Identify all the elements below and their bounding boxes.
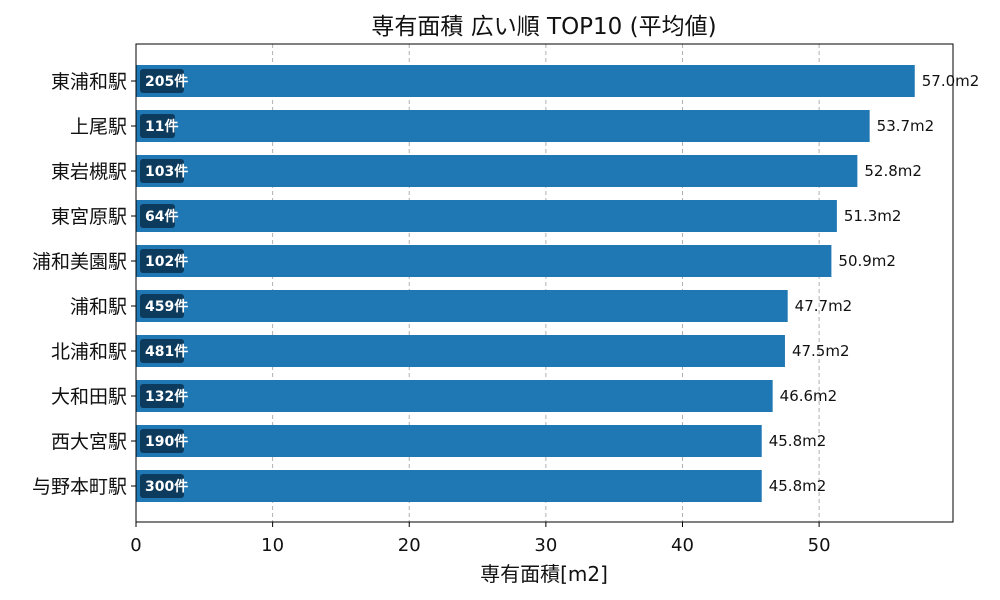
y-tick-label: 東浦和駅: [51, 71, 127, 93]
count-label: 205件: [145, 73, 188, 90]
bar: [136, 245, 832, 277]
bar: [136, 290, 788, 322]
y-tick-label: 東岩槻駅: [51, 161, 127, 183]
y-tick-label: 北浦和駅: [51, 341, 127, 363]
count-label: 11件: [145, 118, 178, 135]
x-tick-label: 0: [130, 535, 141, 556]
value-label: 45.8m2: [769, 477, 827, 495]
x-tick-label: 50: [808, 535, 831, 556]
x-tick-labels: 0 10 20 30 40 50: [130, 522, 831, 556]
value-label: 51.3m2: [844, 207, 902, 225]
value-label: 46.6m2: [780, 387, 838, 405]
x-tick-label: 20: [398, 535, 421, 556]
bar: [136, 425, 762, 457]
x-tick-label: 10: [261, 535, 284, 556]
y-tick-label: 東宮原駅: [51, 206, 127, 228]
count-label: 103件: [145, 163, 188, 180]
y-tick-label: 上尾駅: [70, 116, 127, 138]
count-badge: [140, 429, 184, 453]
bar: [136, 200, 837, 232]
bar: [136, 470, 762, 502]
count-badge: [140, 249, 184, 273]
y-tick-label: 与野本町駅: [32, 476, 127, 498]
count-badge: [140, 114, 175, 138]
count-badge: [140, 69, 184, 93]
bar: [136, 65, 915, 97]
chart-title: 専有面積 広い順 TOP10 (平均値): [371, 14, 716, 40]
count-label: 132件: [145, 388, 188, 405]
x-tick-label: 30: [534, 535, 557, 556]
y-tick-label: 西大宮駅: [51, 431, 127, 453]
count-badge: [140, 294, 184, 318]
x-tick-label: 40: [671, 535, 694, 556]
value-label: 47.7m2: [795, 297, 853, 315]
count-badge: [140, 204, 175, 228]
count-label: 300件: [145, 478, 188, 495]
count-label: 64件: [145, 208, 178, 225]
count-badge: [140, 384, 184, 408]
bar: [136, 155, 858, 187]
count-label: 190件: [145, 433, 188, 450]
value-label: 45.8m2: [769, 432, 827, 450]
count-label: 102件: [145, 253, 188, 270]
value-label: 50.9m2: [838, 252, 896, 270]
value-label: 57.0m2: [922, 72, 980, 90]
count-badge: [140, 339, 184, 363]
count-badge: [140, 474, 184, 498]
value-label: 52.8m2: [864, 162, 922, 180]
value-label: 47.5m2: [792, 342, 850, 360]
x-axis-label: 専有面積[m2]: [480, 562, 608, 586]
value-label: 53.7m2: [877, 117, 935, 135]
y-tick-label: 浦和美園駅: [32, 251, 127, 273]
bar: [136, 380, 773, 412]
y-tick-label: 浦和駅: [70, 296, 127, 318]
y-tick-label: 大和田駅: [51, 386, 127, 408]
plot-frame: [135, 43, 954, 523]
count-label: 481件: [145, 343, 188, 360]
bars: 205件 57.0m2 11件 53.7m2 103件 52.8m2 64件 51.3m2 10…: [136, 65, 979, 502]
count-badge: [140, 159, 184, 183]
count-label: 459件: [145, 298, 188, 315]
bar: [136, 335, 785, 367]
bar: [136, 110, 870, 142]
